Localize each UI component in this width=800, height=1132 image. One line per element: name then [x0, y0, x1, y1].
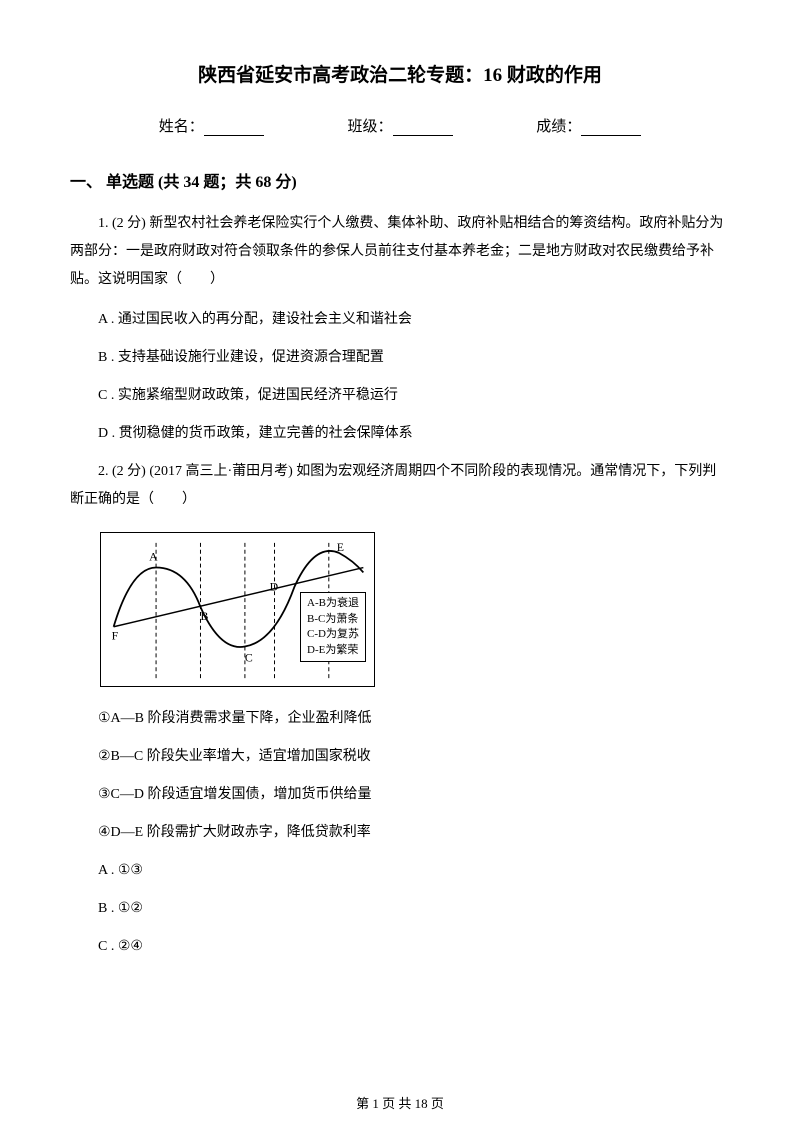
section-header: 一、 单选题 (共 34 题；共 68 分) — [70, 168, 730, 192]
svg-text:D: D — [270, 579, 279, 593]
q2-statement-2: ②B—C 阶段失业率增大，适宜增加国家税收 — [70, 743, 730, 771]
q1-option-b: B . 支持基础设施行业建设，促进资源合理配置 — [70, 344, 730, 372]
svg-text:F: F — [112, 629, 119, 643]
economic-cycle-chart: F A B C D E A-B为衰退 B-C为萧条 C-D为复苏 D-E为繁荣 — [100, 532, 375, 687]
svg-text:B: B — [200, 609, 208, 623]
name-label: 姓名： — [159, 115, 204, 136]
score-label: 成绩： — [536, 115, 581, 136]
svg-text:E: E — [337, 540, 344, 554]
svg-text:C: C — [245, 650, 253, 664]
q1-option-c: C . 实施紧缩型财政政策，促进国民经济平稳运行 — [70, 382, 730, 410]
score-blank — [581, 120, 641, 136]
q2-option-b: B . ①② — [70, 895, 730, 923]
name-blank — [204, 120, 264, 136]
page-footer: 第 1 页 共 18 页 — [0, 1093, 800, 1112]
legend-line-4: D-E为繁荣 — [307, 643, 359, 658]
legend-line-1: A-B为衰退 — [307, 596, 359, 611]
q2-option-c: C . ②④ — [70, 933, 730, 961]
class-blank — [393, 120, 453, 136]
page-title: 陕西省延安市高考政治二轮专题：16 财政的作用 — [70, 60, 730, 87]
class-label: 班级： — [347, 115, 392, 136]
svg-text:A: A — [149, 550, 158, 564]
legend-line-3: C-D为复苏 — [307, 627, 359, 642]
q1-option-d: D . 贯彻稳健的货币政策，建立完善的社会保障体系 — [70, 420, 730, 448]
legend-line-2: B-C为萧条 — [307, 612, 359, 627]
q1-option-a: A . 通过国民收入的再分配，建设社会主义和谐社会 — [70, 306, 730, 334]
q2-statement-3: ③C—D 阶段适宜增发国债，增加货币供给量 — [70, 781, 730, 809]
question-1-text: 1. (2 分) 新型农村社会养老保险实行个人缴费、集体补助、政府补贴相结合的筹… — [70, 210, 730, 294]
q2-statement-4: ④D—E 阶段需扩大财政赤字，降低贷款利率 — [70, 819, 730, 847]
question-2-text: 2. (2 分) (2017 高三上·莆田月考) 如图为宏观经济周期四个不同阶段… — [70, 458, 730, 514]
q2-statement-1: ①A—B 阶段消费需求量下降，企业盈利降低 — [70, 705, 730, 733]
chart-legend: A-B为衰退 B-C为萧条 C-D为复苏 D-E为繁荣 — [300, 592, 366, 662]
info-line: 姓名： 班级： 成绩： — [70, 115, 730, 136]
q2-option-a: A . ①③ — [70, 857, 730, 885]
